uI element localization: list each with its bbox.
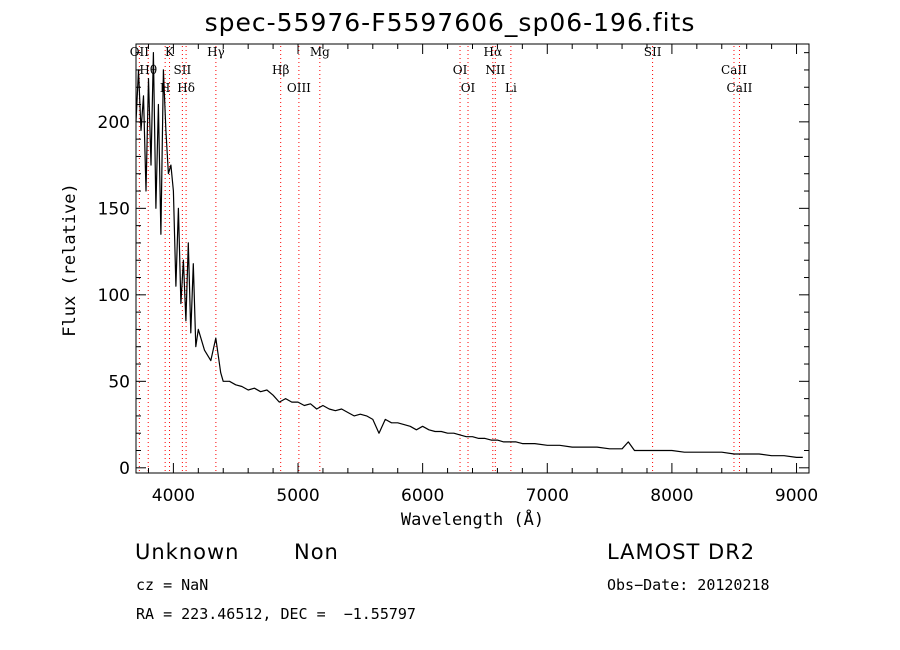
x-tick-label-5: 9000	[775, 486, 818, 506]
x-tick-label-3: 7000	[526, 486, 569, 506]
survey-label: LAMOST DR2	[607, 540, 756, 564]
radec-label: RA = 223.46512, DEC = −1.55797	[136, 605, 416, 623]
x-tick-label-0: 4000	[152, 486, 195, 506]
line-label-15: SII	[644, 45, 662, 59]
y-tick-label-0: 0	[119, 459, 130, 479]
y-tick-label-3: 150	[98, 199, 130, 219]
line-label-9: Mg	[310, 45, 330, 59]
x-axis-label: Wavelength (Å)	[400, 510, 545, 530]
line-label-14: Li	[505, 81, 517, 95]
line-label-11: OI	[461, 81, 476, 95]
line-label-5: Hδ	[177, 81, 195, 95]
plot-frame	[135, 43, 810, 474]
spectrum-line	[135, 51, 803, 458]
x-tick-label-4: 8000	[650, 486, 693, 506]
line-label-7: Hβ	[272, 63, 289, 77]
chart-title: spec-55976-F5597606_sp06-196.fits	[204, 8, 696, 37]
line-label-17: CaII	[727, 81, 753, 95]
x-tick-label-2: 6000	[401, 486, 444, 506]
subclass-label: Non	[294, 540, 339, 564]
x-tick-label-1: 5000	[276, 486, 319, 506]
line-label-4: SII	[174, 63, 192, 77]
line-label-2: H	[160, 81, 170, 95]
line-label-12: Hα	[484, 45, 503, 59]
line-label-0: OII	[130, 45, 150, 59]
y-tick-label-4: 200	[98, 113, 130, 133]
line-label-10: OI	[453, 63, 468, 77]
line-label-3: K	[165, 45, 175, 59]
class-label: Unknown	[135, 540, 240, 564]
obs-date-label: Obs−Date: 20120218	[607, 576, 770, 594]
line-label-1: Hθ	[139, 63, 157, 77]
cz-label: cz = NaN	[136, 576, 209, 594]
y-tick-label-2: 100	[98, 286, 130, 306]
line-label-8: OIII	[287, 81, 311, 95]
line-label-6: Hγ	[207, 45, 225, 59]
y-tick-label-1: 50	[108, 372, 130, 392]
line-label-13: NII	[485, 63, 505, 77]
line-label-16: CaII	[721, 63, 747, 77]
y-axis-label: Flux (relative)	[60, 183, 80, 337]
